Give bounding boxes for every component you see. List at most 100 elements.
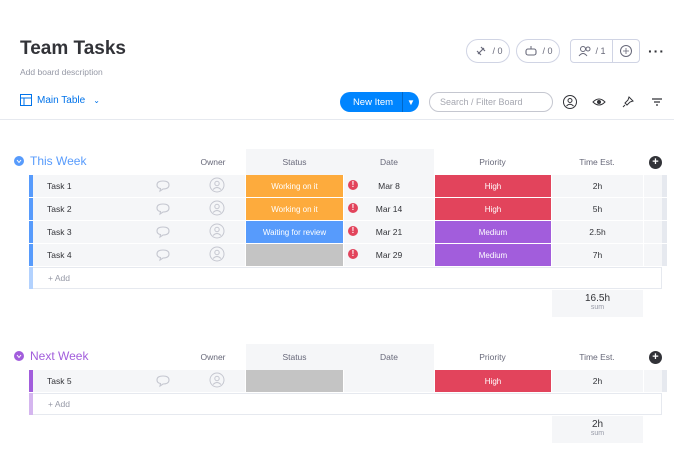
eye-icon[interactable]	[591, 94, 607, 110]
new-item-label: New Item	[352, 96, 394, 108]
row-end-bar	[662, 370, 667, 392]
add-item-label[interactable]: + Add	[48, 273, 70, 283]
date-value: Mar 21	[375, 227, 403, 237]
column-header-owner[interactable]: Owner	[200, 157, 226, 167]
table-row[interactable]: Task 1 Working on it! Mar 8 High 2h	[0, 175, 674, 197]
priority-cell[interactable]: High	[435, 175, 551, 197]
date-cell[interactable]: ! Mar 14	[344, 198, 434, 220]
add-item-row[interactable]: + Add	[0, 267, 674, 289]
comment-icon[interactable]	[148, 370, 178, 392]
column-header-time[interactable]: Time Est.	[579, 157, 615, 167]
date-cell[interactable]: ! Mar 21	[344, 221, 434, 243]
filter-icon[interactable]	[649, 94, 665, 110]
group-color-bar	[29, 244, 33, 266]
column-header-owner[interactable]: Owner	[200, 352, 226, 362]
new-item-button[interactable]: New Item ▼	[340, 92, 419, 112]
time-cell[interactable]: 2.5h	[552, 221, 643, 243]
add-item-row[interactable]: + Add	[0, 393, 674, 415]
collapse-icon[interactable]	[14, 156, 24, 166]
board-description[interactable]: Add board description	[20, 67, 103, 77]
group-title-this-week[interactable]: This Week	[14, 154, 86, 168]
owner-cell[interactable]	[188, 198, 245, 220]
sum-value: 16.5h	[584, 293, 611, 304]
priority-cell[interactable]: High	[435, 370, 551, 392]
table-row[interactable]: Task 5 High 2h	[0, 370, 674, 392]
share-icon	[620, 45, 632, 57]
header-shade	[246, 149, 434, 175]
row-end-cell	[644, 244, 662, 266]
status-cell[interactable]: Working on it	[246, 175, 343, 197]
person-filter-icon[interactable]	[562, 94, 578, 110]
column-header-date[interactable]: Date	[380, 157, 398, 167]
owner-cell[interactable]	[188, 175, 245, 197]
time-cell[interactable]: 7h	[552, 244, 643, 266]
row-end-bar	[662, 198, 667, 220]
activity-button[interactable]: / 0	[466, 39, 510, 63]
column-header-status[interactable]: Status	[282, 157, 307, 167]
comment-icon[interactable]	[148, 175, 178, 197]
table-row[interactable]: Task 2 Working on it! Mar 14 High 5h	[0, 198, 674, 220]
sum-box: 16.5h sum	[552, 290, 643, 317]
status-cell[interactable]	[246, 244, 343, 266]
time-cell[interactable]: 2h	[552, 370, 643, 392]
status-cell[interactable]: Working on it	[246, 198, 343, 220]
comment-icon[interactable]	[148, 221, 178, 243]
header-shade	[246, 344, 434, 370]
row-end-cell	[644, 221, 662, 243]
status-cell[interactable]: Waiting for review	[246, 221, 343, 243]
divider	[402, 92, 403, 112]
status-cell[interactable]	[246, 370, 343, 392]
time-cell[interactable]: 2h	[552, 175, 643, 197]
group-color-bar	[29, 198, 33, 220]
add-column-icon[interactable]: +	[649, 351, 662, 364]
row-end-cell	[644, 370, 662, 392]
column-header-priority[interactable]: Priority	[479, 352, 506, 362]
priority-cell[interactable]: Medium	[435, 244, 551, 266]
alert-icon: !	[348, 226, 358, 236]
task-name[interactable]: Task 3	[33, 221, 188, 243]
search-input[interactable]: Search / Filter Board	[429, 92, 553, 112]
group-title: Next Week	[30, 349, 89, 363]
owner-cell[interactable]	[188, 221, 245, 243]
integrations-count: / 0	[542, 46, 553, 56]
time-cell[interactable]: 5h	[552, 198, 643, 220]
more-options-icon[interactable]: ···	[648, 43, 665, 59]
task-name[interactable]: Task 2	[33, 198, 188, 220]
chevron-down-icon[interactable]: ⌄	[93, 95, 100, 105]
pin-icon[interactable]	[620, 94, 636, 110]
add-item-label[interactable]: + Add	[48, 399, 70, 409]
sum-label: sum	[590, 304, 605, 311]
row-end-bar	[662, 175, 667, 197]
column-header-time[interactable]: Time Est.	[579, 352, 615, 362]
comment-icon[interactable]	[148, 244, 178, 266]
table-row[interactable]: Task 3 Waiting for review! Mar 21 Medium 2.5…	[0, 221, 674, 243]
collapse-icon[interactable]	[14, 351, 24, 361]
column-header-priority[interactable]: Priority	[479, 157, 506, 167]
members-button[interactable]: / 1	[570, 39, 640, 63]
chevron-down-icon[interactable]: ▼	[407, 97, 415, 107]
column-header-date[interactable]: Date	[380, 352, 398, 362]
table-row[interactable]: Task 4 ! Mar 29 Medium 7h	[0, 244, 674, 266]
task-name[interactable]: Task 5	[33, 370, 188, 392]
integrations-button[interactable]: / 0	[516, 39, 560, 63]
date-cell[interactable]: ! Mar 8	[344, 175, 434, 197]
date-cell[interactable]: ! Mar 29	[344, 244, 434, 266]
priority-cell[interactable]: Medium	[435, 221, 551, 243]
person-icon	[209, 246, 225, 264]
priority-cell[interactable]: High	[435, 198, 551, 220]
view-tab-main-table[interactable]: Main Table ⌄	[20, 94, 100, 106]
group-title-next-week[interactable]: Next Week	[14, 349, 88, 363]
alert-icon: !	[348, 203, 358, 213]
owner-cell[interactable]	[188, 244, 245, 266]
comment-icon[interactable]	[148, 198, 178, 220]
add-column-icon[interactable]: +	[649, 156, 662, 169]
date-cell[interactable]	[344, 370, 434, 392]
members-count: / 1	[595, 46, 606, 56]
task-name[interactable]: Task 4	[33, 244, 188, 266]
group-title: This Week	[30, 154, 87, 168]
task-name[interactable]: Task 1	[33, 175, 188, 197]
add-row-border	[33, 267, 662, 289]
board-title[interactable]: Team Tasks	[20, 38, 126, 59]
owner-cell[interactable]	[188, 370, 245, 392]
column-header-status[interactable]: Status	[282, 352, 307, 362]
